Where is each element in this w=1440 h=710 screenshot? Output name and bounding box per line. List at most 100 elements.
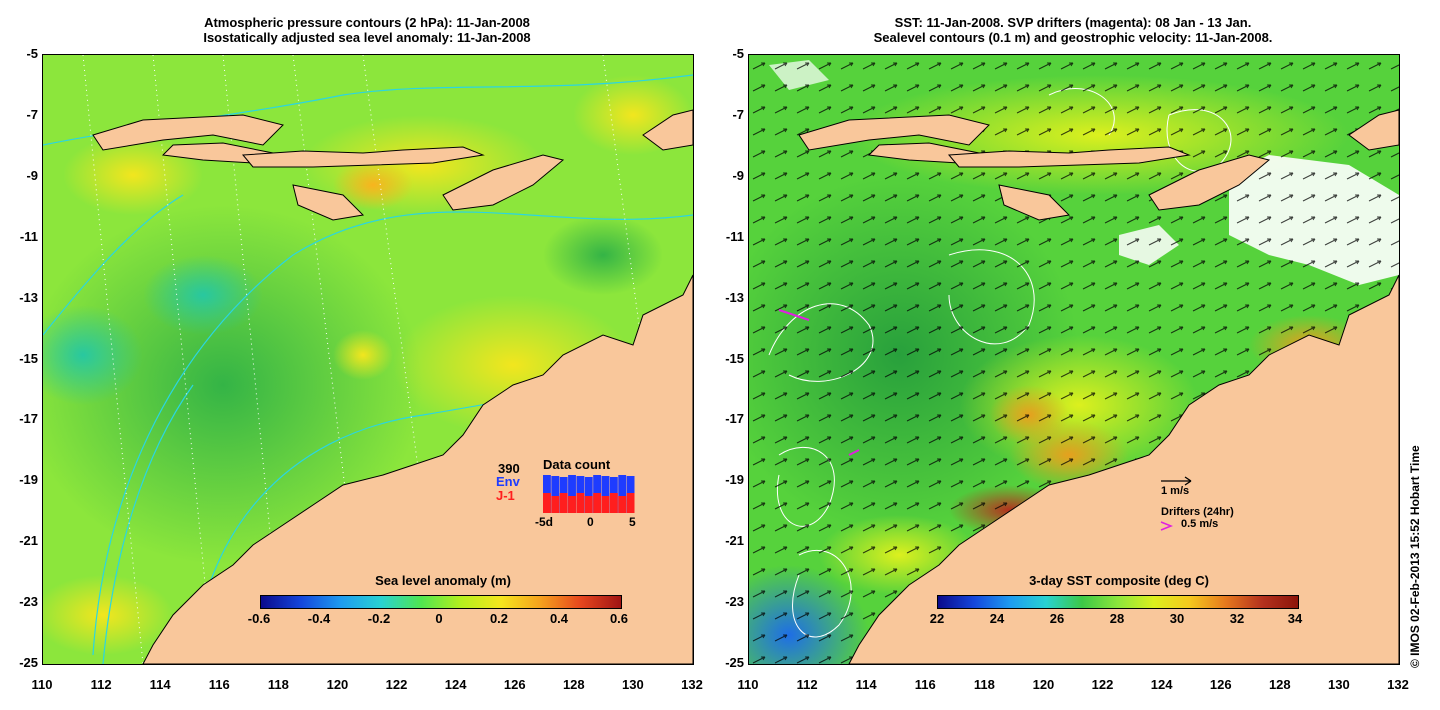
env-bar [568,475,576,513]
sla-tick-4: 0 [435,611,443,626]
env-label: Env [496,474,520,489]
left-title-line2: Isostatically adjusted sea level anomaly… [203,30,531,45]
right-xtick: 126 [1209,677,1232,692]
island-java [92,114,284,151]
drifter-track [848,449,860,456]
sla-low-east [543,215,663,295]
right-xtick: 132 [1387,677,1409,692]
left-xtick: 110 [31,677,53,692]
drifters-label: Drifters (24hr) [1161,506,1234,518]
data-count-bars [543,475,635,513]
right-ytick: -9 [732,167,744,183]
j1-bar [601,496,610,513]
island-java-sst [798,114,990,151]
velocity-scale-arrow [1161,476,1192,486]
credit-label: © IMOS 02-Feb-2013 15:52 Hobart Time [1408,445,1422,668]
island-sumba-sst [998,184,1071,221]
sla-high-south [43,575,173,655]
left-xtick: 126 [503,677,526,692]
env-bar [618,475,627,513]
sla-tick-3: -0.2 [367,611,391,626]
drifter-speed-label: 0.5 m/s [1181,518,1219,530]
left-title: Atmospheric pressure contours (2 hPa): 1… [42,15,692,45]
right-ytick: -17 [725,411,744,427]
j1-label: J-1 [496,488,515,503]
j1-bar [551,496,560,513]
right-xtick: 122 [1091,677,1114,692]
australia-landmass [142,274,693,664]
sst-map-graphics [749,55,1399,664]
right-xtick: 130 [1328,677,1350,692]
sla-tick-2: -0.4 [307,611,331,626]
sst-tick-28: 28 [1109,611,1125,626]
island-sumbawa-flores-sst [947,146,1191,168]
left-title-line1: Atmospheric pressure contours (2 hPa): 1… [204,15,530,30]
sla-low-core [143,255,263,335]
left-xtick: 116 [208,677,230,692]
j1-bar [609,493,618,513]
env-bar [601,476,610,513]
left-xtick: 120 [326,677,349,692]
j1-bar [543,493,551,513]
track-lines [82,55,644,664]
sst-tick-26: 26 [1049,611,1065,626]
right-ytick: -15 [725,350,744,366]
sea-level-map-graphics [43,55,693,664]
right-xtick: 128 [1268,677,1291,692]
sst-map[interactable]: 1 m/s Drifters (24hr) 0.5 m/s 3-day SST … [748,54,1400,665]
left-ytick: -23 [19,594,38,610]
sea-level-map[interactable]: 390 Env J-1 Data count -5d 0 5 Sea level… [42,54,694,665]
j1-bar [576,493,585,513]
island-sumbawa-flores [241,146,485,168]
velocity-scale-label: 1 m/s [1161,485,1190,497]
island-sumba [292,184,365,221]
right-ytick: -23 [725,594,744,610]
left-ytick: -19 [19,472,38,488]
right-ytick: -25 [725,655,744,670]
right-ytick: -5 [732,46,744,61]
inset-tick-0: 0 [587,515,594,529]
left-ytick: -15 [19,350,38,366]
right-ytick: -13 [725,289,744,305]
sla-tick-7: 0.6 [609,611,629,626]
sla-low-region [43,205,423,565]
right-ytick: -19 [725,472,744,488]
sla-colorbar [260,595,622,609]
sla-peak [333,160,413,210]
data-count-title: Data count [543,457,611,472]
left-ytick: -25 [19,655,38,670]
island-east-sst [1348,109,1399,151]
sst-tick-32: 32 [1229,611,1245,626]
left-ytick: -7 [26,106,38,122]
sst-tick-24: 24 [989,611,1005,626]
sst-tick-22: 22 [929,611,945,626]
island-timor-sst [1148,154,1271,211]
left-ytick: -5 [26,46,38,61]
inset-tick-5: 5 [629,515,636,529]
right-xtick: 124 [1150,677,1173,692]
left-xtick: 130 [622,677,644,692]
inset-tick-minus5: -5d [535,515,553,529]
right-ytick: -21 [725,533,744,549]
sla-tick-6: 0.4 [549,611,569,626]
j1-bar [626,493,635,513]
env-bar [584,477,593,513]
left-xtick: 128 [562,677,585,692]
right-xtick: 110 [737,677,759,692]
sla-low-core-west [43,305,143,405]
sst-tick-30: 30 [1169,611,1185,626]
left-ytick: -17 [19,411,38,427]
j1-bar [568,496,576,513]
sst-tick-34: 34 [1287,611,1303,626]
j1-bar [559,493,568,513]
sst-colorbar [937,595,1299,609]
right-xtick: 118 [973,677,995,692]
right-xtick: 116 [914,677,936,692]
j1-bar [584,496,593,513]
left-xtick: 132 [681,677,703,692]
left-xtick: 114 [149,677,171,692]
right-xtick: 120 [1032,677,1055,692]
sla-colorbar-title: Sea level anomaly (m) [375,573,511,588]
j1-bar [618,496,627,513]
left-ytick: -13 [19,289,38,305]
